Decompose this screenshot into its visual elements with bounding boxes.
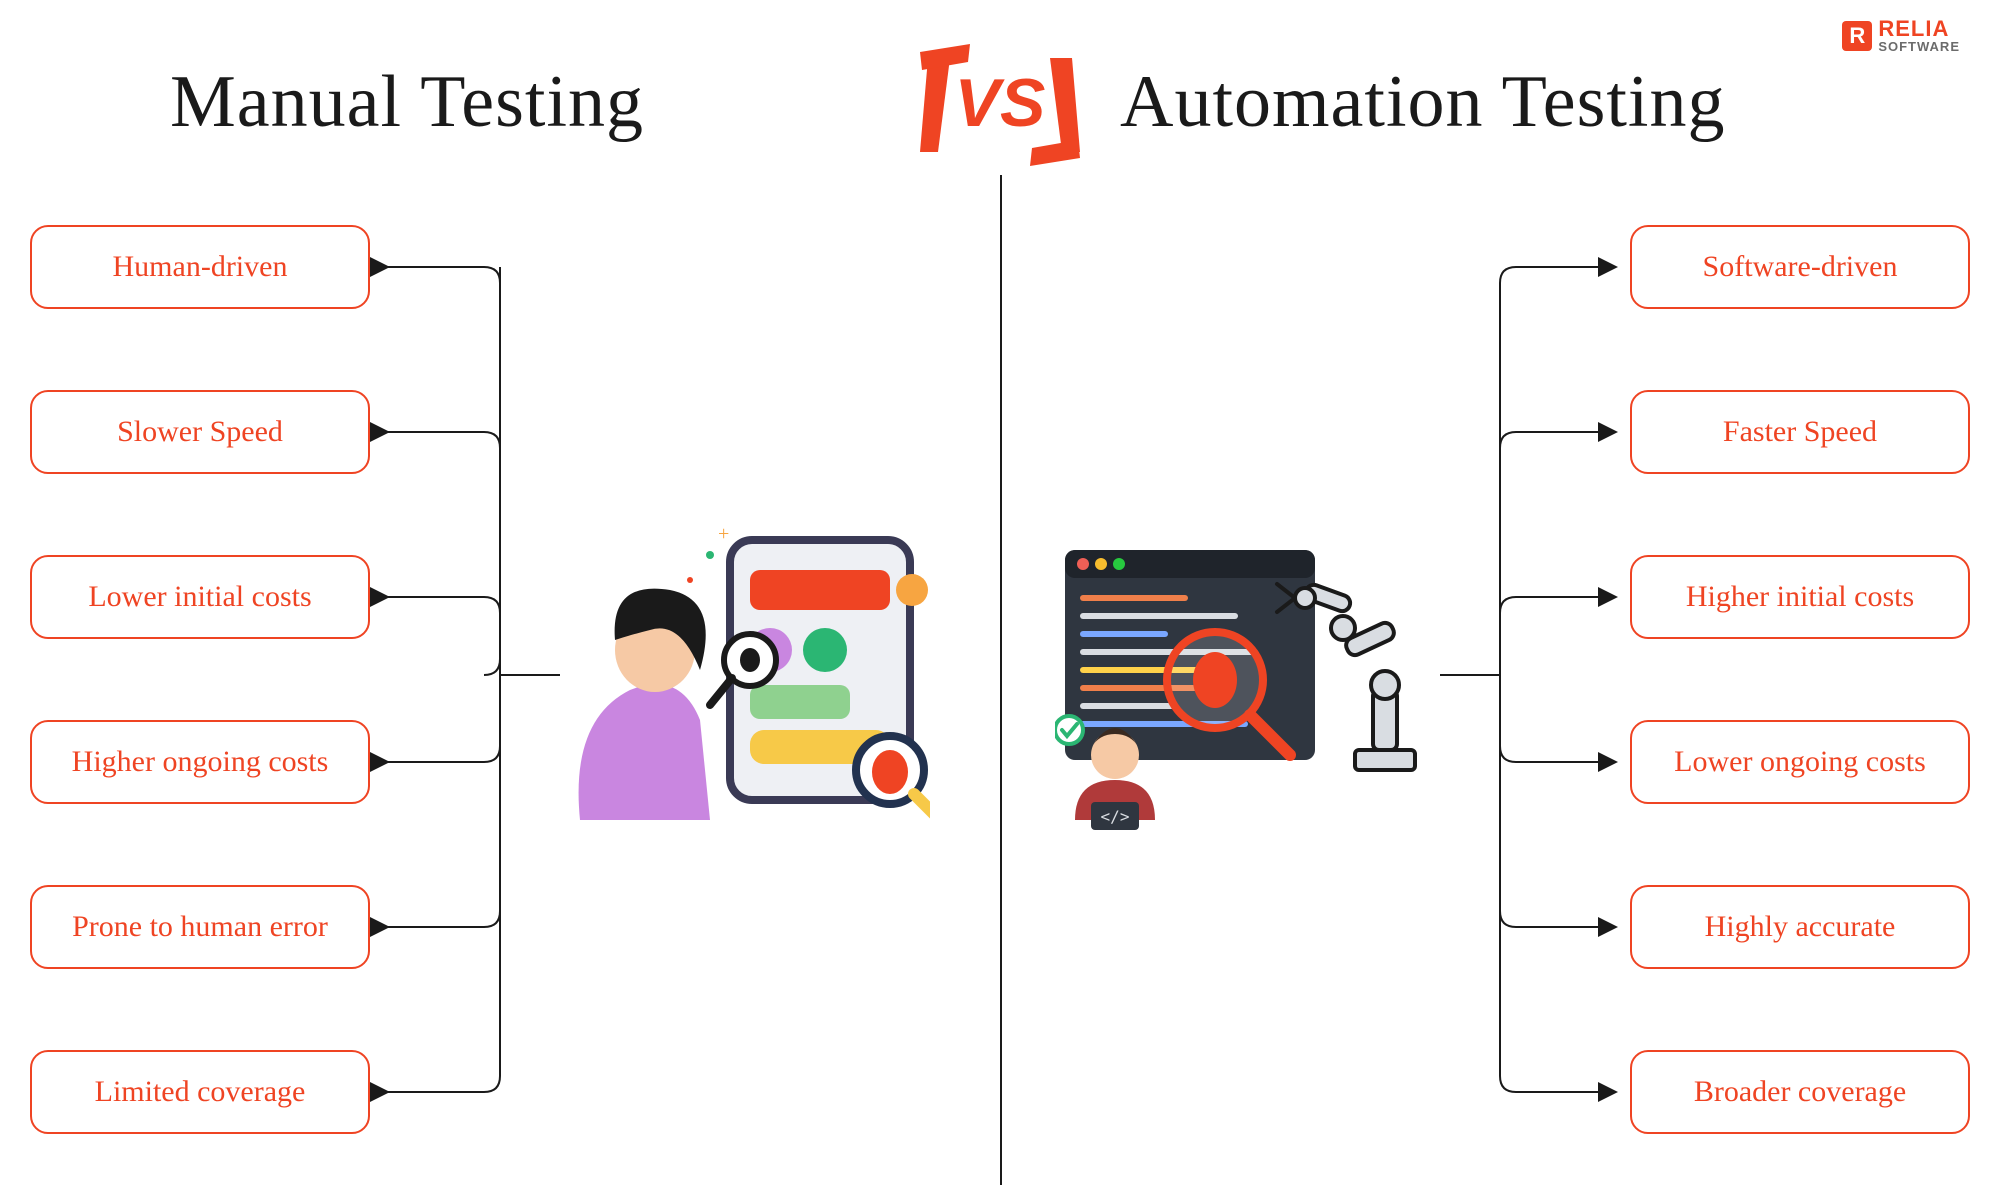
- title-left: Manual Testing: [170, 60, 644, 145]
- right-item-1: Software-driven: [1630, 225, 1970, 309]
- left-item-1: Human-driven: [30, 225, 370, 309]
- automation-testing-illustration: </>: [1055, 520, 1425, 830]
- right-item-5: Highly accurate: [1630, 885, 1970, 969]
- title-right: Automation Testing: [1120, 60, 1725, 145]
- logo-line-2: SOFTWARE: [1878, 40, 1960, 53]
- right-item-4: Lower ongoing costs: [1630, 720, 1970, 804]
- left-item-6: Limited coverage: [30, 1050, 370, 1134]
- svg-text:</>: </>: [1101, 807, 1130, 826]
- center-divider: [1000, 175, 1002, 1185]
- brand-logo: R RELIA SOFTWARE: [1842, 18, 1960, 53]
- logo-text: RELIA SOFTWARE: [1878, 18, 1960, 53]
- manual-testing-illustration: +: [560, 520, 930, 830]
- left-item-2: Slower Speed: [30, 390, 370, 474]
- left-item-4: Higher ongoing costs: [30, 720, 370, 804]
- logo-line-1: RELIA: [1878, 18, 1960, 40]
- logo-mark-icon: R: [1842, 21, 1872, 51]
- comparison-infographic: R RELIA SOFTWARE Manual Testing Automati…: [0, 0, 2000, 1200]
- svg-text:+: +: [718, 523, 729, 545]
- left-item-5: Prone to human error: [30, 885, 370, 969]
- left-item-3: Lower initial costs: [30, 555, 370, 639]
- right-item-2: Faster Speed: [1630, 390, 1970, 474]
- vs-badge: VS: [920, 40, 1080, 175]
- right-item-6: Broader coverage: [1630, 1050, 1970, 1134]
- right-item-3: Higher initial costs: [1630, 555, 1970, 639]
- vs-text: VS: [955, 65, 1046, 141]
